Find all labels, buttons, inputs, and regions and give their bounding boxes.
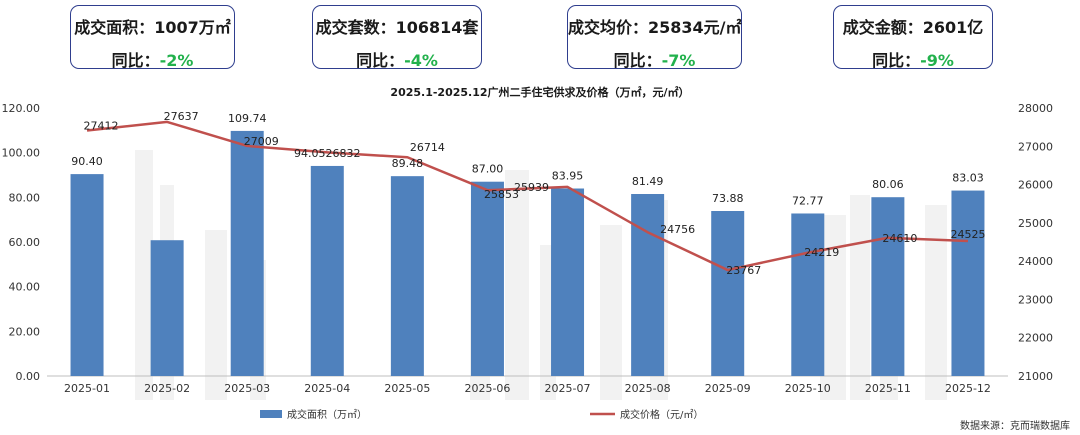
legend-bar-label: 成交面积（万㎡） (287, 408, 367, 421)
bar-data-label: 109.74 (228, 112, 267, 125)
bar-data-label: 83.03 (952, 172, 984, 185)
kpi-value: 1007万㎡ (154, 18, 231, 37)
bar (390, 176, 424, 376)
y-left-tick-label: 20.00 (9, 325, 41, 338)
chart-title: 2025.1-2025.12广州二手住宅供求及价格（万㎡，元/㎡） (390, 85, 689, 99)
kpi-label: 成交面积： (74, 18, 155, 37)
x-tick-label: 2025-06 (464, 382, 510, 395)
bar (150, 240, 184, 376)
bar (70, 174, 104, 376)
kpi-yoy-value: -9% (920, 51, 954, 70)
x-tick-label: 2025-03 (224, 382, 270, 395)
kpi-label: 成交均价： (568, 18, 649, 37)
line-data-label: 26714 (410, 141, 445, 154)
price-line (86, 120, 969, 272)
kpi-yoy-label: 同比： (356, 51, 405, 70)
y-left-tick-label: 60.00 (9, 236, 41, 249)
bar-data-label: 83.95 (552, 170, 584, 183)
bar (951, 190, 985, 376)
line-data-label: 24219 (804, 246, 839, 259)
y-right-tick-label: 27000 (1018, 140, 1053, 153)
line-data-label: 27637 (164, 110, 199, 123)
y-right-tick-label: 21000 (1018, 370, 1053, 383)
background-building (135, 150, 153, 400)
x-tick-label: 2025-08 (625, 382, 671, 395)
line-data-label: 27412 (84, 120, 119, 133)
background-building (600, 225, 622, 400)
kpi-card-amount: 成交金额：2601亿 同比：-9% (833, 5, 993, 70)
bar (310, 165, 344, 376)
x-tick-label: 2025-01 (64, 382, 110, 395)
kpi-yoy-value: -2% (159, 51, 194, 70)
legend-bar-swatch (260, 410, 282, 418)
y-right-tick-label: 24000 (1018, 255, 1053, 268)
bar (871, 197, 905, 376)
x-tick-label: 2025-12 (945, 382, 991, 395)
kpi-yoy-label: 同比： (111, 51, 160, 70)
y-left-tick-label: 80.00 (9, 191, 41, 204)
background-building (925, 205, 947, 400)
line-data-label: 23767 (726, 264, 761, 277)
y-left-tick-label: 40.00 (9, 281, 41, 294)
bar-data-label: 87.00 (472, 163, 504, 176)
bar (711, 211, 745, 376)
kpi-label: 成交金额： (842, 18, 923, 37)
x-tick-label: 2025-07 (545, 382, 591, 395)
bar (791, 213, 825, 376)
bar (230, 130, 264, 376)
bar-data-label: 80.06 (872, 178, 904, 191)
y-right-tick-label: 22000 (1018, 332, 1053, 345)
kpi-label: 成交套数： (315, 18, 396, 37)
bar (470, 181, 504, 376)
line-data-label: 27009 (244, 135, 279, 148)
background-building (205, 230, 227, 400)
bar-data-label: 90.40 (71, 155, 103, 168)
x-tick-label: 2025-09 (705, 382, 751, 395)
y-right-tick-label: 28000 (1018, 102, 1053, 115)
kpi-value: 25834元/㎡ (648, 18, 742, 37)
data-source: 数据来源：克而瑞数据库 (960, 421, 1070, 432)
kpi-card-price: 成交均价：25834元/㎡ 同比：-7% (567, 5, 742, 70)
x-tick-label: 2025-10 (785, 382, 831, 395)
line-data-label: 25853 (484, 188, 519, 201)
y-left-tick-label: 0.00 (16, 370, 41, 383)
x-tick-label: 2025-05 (384, 382, 430, 395)
x-tick-label: 2025-11 (865, 382, 911, 395)
background-building (505, 170, 529, 400)
line-data-label: 24610 (882, 232, 917, 245)
y-left-tick-label: 100.00 (2, 147, 41, 160)
bar-data-label: 89.48 (392, 157, 424, 170)
bar-data-label: 73.88 (712, 192, 744, 205)
background-building (850, 195, 870, 400)
kpi-card-area: 成交面积：1007万㎡ 同比：-2% (70, 5, 235, 70)
kpi-yoy-value: -7% (661, 51, 696, 70)
kpi-card-units: 成交套数：106814套 同比：-4% (312, 5, 482, 70)
kpi-value: 2601亿 (922, 18, 984, 37)
line-data-label: 24756 (660, 223, 695, 236)
line-data-label: 24525 (950, 228, 985, 241)
x-tick-label: 2025-02 (144, 382, 190, 395)
bar-data-label: 72.77 (792, 194, 824, 207)
line-data-label: 25939 (514, 181, 549, 194)
bar-data-label: 94.0526832 (294, 147, 360, 160)
kpi-value: 106814套 (395, 18, 479, 37)
x-tick-label: 2025-04 (304, 382, 350, 395)
bar (551, 188, 585, 376)
y-left-tick-label: 120.00 (2, 102, 41, 115)
bar (631, 194, 665, 376)
bar-data-label: 81.49 (632, 175, 664, 188)
y-right-tick-label: 25000 (1018, 217, 1053, 230)
y-right-tick-label: 23000 (1018, 293, 1053, 306)
kpi-yoy-label: 同比： (872, 51, 921, 70)
kpi-yoy-label: 同比： (613, 51, 662, 70)
legend-line-label: 成交价格（元/㎡） (620, 408, 703, 421)
kpi-yoy-value: -4% (404, 51, 438, 70)
y-right-tick-label: 26000 (1018, 179, 1053, 192)
